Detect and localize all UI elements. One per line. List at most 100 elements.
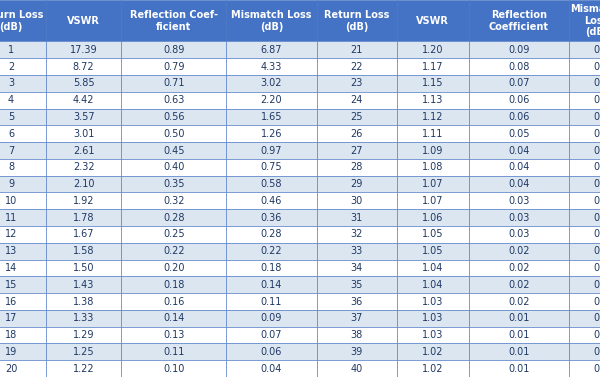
Text: 3: 3 (8, 78, 14, 89)
Bar (569, 360, 600, 377)
Bar (569, 0, 600, 41)
Bar (46, 293, 121, 310)
Bar (121, 243, 226, 259)
Text: 35: 35 (350, 280, 363, 290)
Bar (317, 109, 397, 126)
Text: 3.57: 3.57 (73, 112, 94, 122)
Bar (397, 192, 469, 209)
Bar (397, 259, 469, 276)
Bar (0, 226, 46, 243)
Text: 0.04: 0.04 (261, 363, 282, 374)
Bar (317, 75, 397, 92)
Text: 0.22: 0.22 (163, 246, 185, 256)
Bar (121, 293, 226, 310)
Text: 36: 36 (350, 296, 363, 307)
Text: 1.06: 1.06 (422, 213, 443, 223)
Text: Return Loss
(dB): Return Loss (dB) (324, 10, 389, 32)
Bar (469, 360, 569, 377)
Bar (469, 310, 569, 326)
Bar (469, 243, 569, 259)
Bar (569, 326, 600, 343)
Text: 0.40: 0.40 (163, 162, 184, 172)
Text: 2: 2 (8, 61, 14, 72)
Text: 11: 11 (5, 213, 17, 223)
Bar (317, 142, 397, 159)
Text: 0: 0 (593, 196, 599, 206)
Bar (397, 209, 469, 226)
Bar (226, 192, 317, 209)
Text: 27: 27 (350, 146, 363, 156)
Bar (0, 360, 46, 377)
Text: 0: 0 (593, 162, 599, 172)
Bar (569, 176, 600, 192)
Bar (317, 310, 397, 326)
Bar (397, 293, 469, 310)
Text: 0: 0 (593, 112, 599, 122)
Bar (0, 75, 46, 92)
Bar (0, 259, 46, 276)
Bar (317, 360, 397, 377)
Text: 1.17: 1.17 (422, 61, 443, 72)
Text: 0.22: 0.22 (260, 246, 282, 256)
Bar (397, 41, 469, 58)
Bar (317, 92, 397, 109)
Text: 13: 13 (5, 246, 17, 256)
Text: 40: 40 (350, 363, 363, 374)
Bar (46, 176, 121, 192)
Text: 0.02: 0.02 (508, 296, 530, 307)
Bar (226, 226, 317, 243)
Bar (0, 310, 46, 326)
Bar (226, 326, 317, 343)
Bar (569, 209, 600, 226)
Text: 0.13: 0.13 (163, 330, 184, 340)
Text: 25: 25 (350, 112, 363, 122)
Bar (569, 58, 600, 75)
Bar (397, 92, 469, 109)
Bar (317, 209, 397, 226)
Text: Mismatch Loss
(dB): Mismatch Loss (dB) (231, 10, 312, 32)
Bar (469, 92, 569, 109)
Bar (397, 0, 469, 41)
Bar (469, 41, 569, 58)
Text: 0.14: 0.14 (261, 280, 282, 290)
Text: 9: 9 (8, 179, 14, 189)
Text: 1.25: 1.25 (73, 347, 94, 357)
Text: 29: 29 (350, 179, 363, 189)
Bar (46, 360, 121, 377)
Text: 0.06: 0.06 (508, 95, 530, 105)
Bar (121, 159, 226, 176)
Text: 0.09: 0.09 (261, 313, 282, 323)
Bar (317, 243, 397, 259)
Text: 1.26: 1.26 (261, 129, 282, 139)
Bar (46, 142, 121, 159)
Bar (397, 226, 469, 243)
Bar (226, 276, 317, 293)
Text: 0.50: 0.50 (163, 129, 185, 139)
Bar (121, 343, 226, 360)
Text: 0.28: 0.28 (261, 229, 282, 239)
Bar (121, 259, 226, 276)
Bar (397, 159, 469, 176)
Bar (317, 326, 397, 343)
Text: 31: 31 (350, 213, 363, 223)
Bar (226, 0, 317, 41)
Bar (46, 58, 121, 75)
Bar (569, 92, 600, 109)
Text: 2.32: 2.32 (73, 162, 94, 172)
Bar (46, 0, 121, 41)
Bar (469, 109, 569, 126)
Bar (317, 293, 397, 310)
Text: 0.01: 0.01 (508, 363, 530, 374)
Text: 0.04: 0.04 (508, 162, 530, 172)
Text: 1.43: 1.43 (73, 280, 94, 290)
Text: Return Loss
(dB): Return Loss (dB) (0, 10, 44, 32)
Text: 1.03: 1.03 (422, 313, 443, 323)
Bar (317, 343, 397, 360)
Text: 0.56: 0.56 (163, 112, 185, 122)
Text: 0.36: 0.36 (261, 213, 282, 223)
Text: 0: 0 (593, 280, 599, 290)
Bar (569, 142, 600, 159)
Text: 0.03: 0.03 (508, 196, 530, 206)
Bar (0, 243, 46, 259)
Bar (469, 326, 569, 343)
